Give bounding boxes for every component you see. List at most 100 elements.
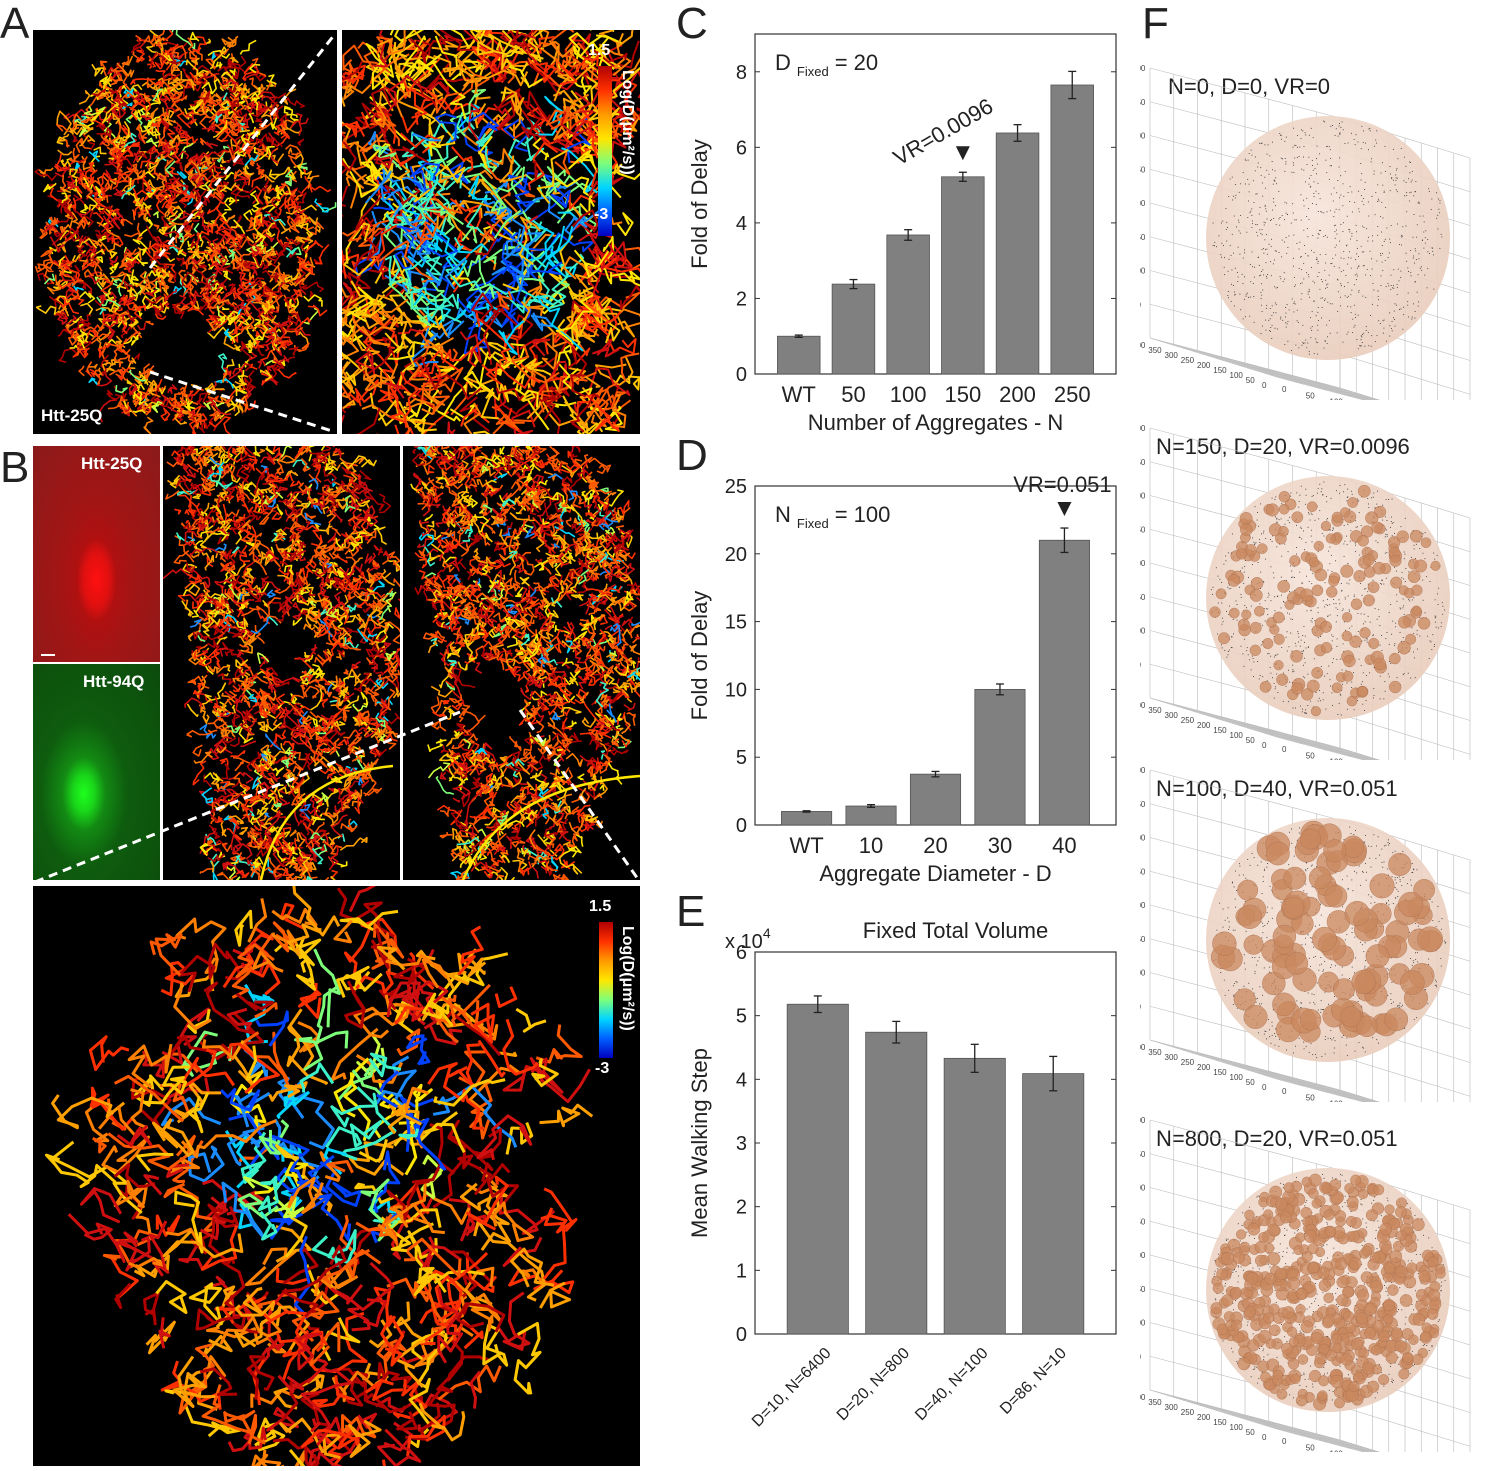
panel-a-colorbar-max: 1.5	[588, 42, 611, 59]
axis-tick: 200	[1140, 559, 1146, 568]
aggregate	[1275, 1198, 1288, 1211]
aggregate	[1215, 588, 1227, 600]
y-axis-label: Fold of Delay	[687, 591, 712, 721]
trajectories	[342, 30, 640, 434]
aggregate	[1267, 1223, 1280, 1237]
aggregate	[1412, 1353, 1424, 1365]
aggregate	[1426, 1308, 1439, 1320]
aggregate	[1356, 1015, 1378, 1037]
aggregate	[1287, 1326, 1298, 1337]
aggregate	[1276, 1388, 1288, 1400]
aggregate	[1282, 896, 1305, 919]
aggregate	[1350, 598, 1363, 610]
aggregate	[1249, 621, 1262, 634]
aggregate	[1237, 904, 1262, 929]
aggregate	[1311, 1198, 1322, 1209]
aggregate	[1414, 559, 1428, 573]
aggregate	[1331, 511, 1343, 523]
aggregate	[1403, 587, 1415, 599]
axis-tick: 350	[1148, 706, 1162, 715]
axis-tick: 50	[1246, 1428, 1255, 1437]
aggregate	[1348, 1257, 1362, 1270]
bar	[845, 805, 897, 826]
panel-a-zoom-tracks: 1.5 -3 Log(D(μm²/s))	[342, 30, 640, 434]
chart-e: D=10, N=6400 D=20, N=800 D=40, N=100 D=86, …	[687, 918, 1117, 1430]
bar	[995, 132, 1040, 375]
panel-b-colorbar-title: Log(D(μm²/s))	[619, 926, 636, 1031]
panel-b-zoom-tracks: 1.5 -3 Log(D(μm²/s))	[33, 886, 640, 1466]
aggregate	[1357, 686, 1368, 697]
aggregate	[1351, 969, 1376, 994]
bar	[777, 335, 821, 375]
aggregate	[1328, 575, 1340, 587]
aggregate	[1356, 1289, 1370, 1302]
aggregate	[1320, 620, 1332, 633]
error-bar	[802, 810, 811, 813]
y-tick-label: 6	[736, 942, 747, 964]
aggregate	[1301, 1176, 1312, 1188]
marker-label: VR=0.051	[1013, 472, 1111, 497]
aggregate	[1407, 570, 1421, 583]
aggregate	[1265, 1338, 1276, 1349]
bar	[909, 773, 962, 826]
axis-tick: 0	[1282, 745, 1287, 754]
aggregate	[1361, 1245, 1372, 1257]
bar	[886, 234, 930, 375]
aggregate	[1406, 1262, 1418, 1274]
aggregate	[1306, 1344, 1318, 1357]
aggregate	[1269, 1185, 1283, 1199]
aggregate	[1264, 1272, 1277, 1285]
aggregate	[1227, 574, 1241, 587]
aggregate	[1344, 900, 1370, 927]
aggregate	[1340, 507, 1351, 518]
aggregate	[1367, 1380, 1380, 1393]
y-tick-label: 0	[736, 364, 747, 386]
aggregate	[1250, 577, 1264, 590]
trajectories	[44, 886, 594, 1466]
axis-tick: 300	[1140, 834, 1146, 843]
x-tick-label: 40	[1052, 833, 1076, 858]
aggregate	[1278, 491, 1291, 503]
chart-c: WT 50 100 150 200 250 0 2 4 6 8 Fold of Delay Number…	[687, 33, 1117, 435]
axis-tick: 100	[1230, 731, 1244, 740]
aggregate	[1351, 1338, 1364, 1351]
panel-a-zoom-lines	[148, 33, 337, 434]
sphere-plot-3: N=100, D=40, VR=0.051 000505050100100100…	[1140, 762, 1500, 1102]
aggregate	[1243, 934, 1264, 955]
aggregate	[1372, 1319, 1385, 1332]
error-bar	[867, 804, 876, 809]
x-tick-label: 20	[923, 833, 947, 858]
marker-label: VR=0.0096	[889, 93, 997, 170]
sphere-plot-4: N=800, D=20, VR=0.051 000505050100100100…	[1140, 1112, 1500, 1452]
axis-tick: 150	[1213, 1418, 1227, 1427]
aggregate	[1210, 1302, 1223, 1314]
aggregate	[1273, 633, 1285, 645]
aggregate	[1420, 537, 1432, 548]
aggregate	[1310, 1331, 1323, 1344]
panel-a-colorbar	[598, 66, 612, 236]
axis-tick: 200	[1140, 901, 1146, 910]
aggregate	[1398, 891, 1424, 918]
sphere-title-4: N=800, D=20, VR=0.051	[1156, 1126, 1398, 1151]
aggregate	[1336, 1276, 1349, 1289]
aggregate	[1290, 1373, 1301, 1385]
y-tick-label: 8	[736, 62, 747, 84]
axis-tick: 50	[1140, 660, 1141, 669]
panel-a-cell-label: Htt-25Q	[41, 406, 103, 425]
sphere-title-3: N=100, D=40, VR=0.051	[1156, 776, 1398, 801]
axis-tick: 350	[1140, 458, 1146, 467]
aggregate	[1331, 1333, 1343, 1345]
axis-tick: 250	[1140, 1217, 1146, 1226]
aggregate	[1293, 1245, 1304, 1256]
axis-tick: 0	[1282, 1437, 1287, 1446]
aggregate	[1418, 1270, 1431, 1283]
x-axis-label: Number of Aggregates - N	[808, 410, 1064, 435]
panel-b-colorbar-min: -3	[595, 1060, 610, 1077]
aggregate	[1346, 1196, 1359, 1208]
aggregate	[1349, 635, 1362, 648]
error-bar	[794, 334, 803, 339]
aggregate	[1357, 535, 1369, 547]
bar	[1038, 539, 1090, 826]
aggregate	[1301, 1251, 1313, 1263]
x-tick-label: WT	[789, 833, 823, 858]
